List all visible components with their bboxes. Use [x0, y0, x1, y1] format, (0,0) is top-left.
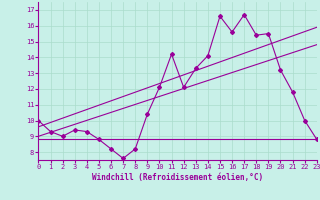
X-axis label: Windchill (Refroidissement éolien,°C): Windchill (Refroidissement éolien,°C): [92, 173, 263, 182]
